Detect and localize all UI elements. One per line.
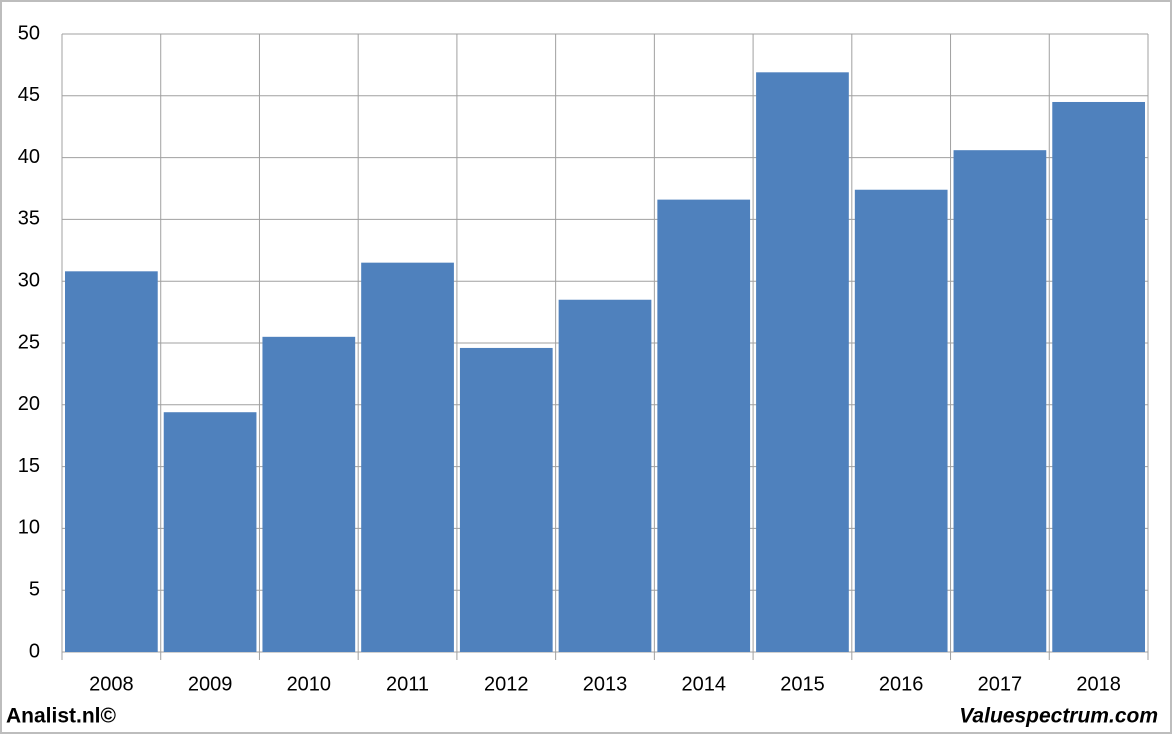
x-tick-label: 2010 (287, 673, 332, 695)
y-tick-label: 50 (18, 22, 40, 44)
bar (65, 271, 158, 652)
x-tick-label: 2015 (780, 673, 825, 695)
y-tick-label: 10 (18, 517, 40, 539)
x-tick-label: 2016 (879, 673, 924, 695)
bar (361, 262, 454, 652)
credit-label: Valuespectrum.com (959, 705, 1158, 728)
x-tick-label: 2011 (386, 673, 429, 695)
y-tick-label: 5 (29, 578, 40, 600)
x-tick-label: 2008 (89, 673, 134, 695)
x-tick-label: 2013 (583, 673, 628, 695)
y-tick-label: 30 (18, 269, 40, 291)
bar (459, 347, 553, 652)
y-tick-label: 20 (18, 393, 40, 415)
y-tick-label: 45 (18, 84, 40, 106)
bar (756, 72, 849, 653)
x-tick-label: 2009 (188, 673, 233, 695)
y-tick-label: 15 (18, 455, 40, 477)
x-tick-label: 2017 (978, 673, 1023, 695)
bar (1052, 101, 1145, 653)
y-tick-label: 40 (18, 146, 40, 168)
x-tick-label: 2012 (484, 673, 529, 695)
bar (657, 199, 751, 652)
bar (262, 336, 356, 652)
y-tick-label: 0 (29, 640, 40, 662)
y-tick-label: 35 (18, 208, 40, 230)
x-tick-label: 2014 (681, 673, 726, 695)
source-label: Analist.nl© (6, 705, 117, 728)
x-tick-label: 2018 (1076, 673, 1121, 695)
bar (854, 189, 948, 652)
y-tick-label: 25 (18, 331, 40, 353)
bar (163, 412, 257, 652)
bar (558, 299, 652, 652)
bar (953, 150, 1047, 652)
